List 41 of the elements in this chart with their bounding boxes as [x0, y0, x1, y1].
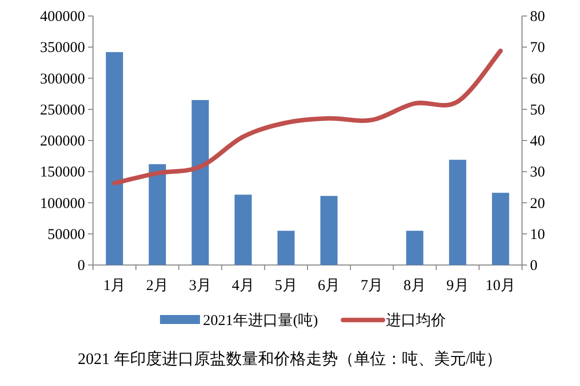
x-tick-label: 7月	[360, 278, 384, 294]
y2-tick-label: 80	[530, 9, 545, 25]
legend-label: 进口均价	[386, 312, 446, 329]
x-tick-label: 9月	[446, 278, 469, 294]
x-tick-label: 6月	[318, 278, 340, 294]
x-tick-label: 10月	[486, 278, 516, 294]
y2-tick-label: 0	[530, 258, 538, 274]
y2-tick-label: 20	[530, 196, 545, 212]
y2-tick-label: 30	[530, 164, 545, 181]
bar	[449, 160, 466, 265]
y2-tick-label: 40	[530, 134, 545, 150]
y2-tick-label: 10	[530, 226, 545, 243]
line-series	[112, 48, 503, 186]
bar	[234, 194, 252, 265]
y-tick-label: 250000	[40, 102, 85, 118]
bar	[192, 100, 209, 265]
y2-tick-label: 60	[530, 71, 545, 88]
y-tick-label: 150000	[40, 164, 85, 181]
bar	[492, 192, 510, 265]
legend-label: 2021年进口量(吨)	[203, 312, 318, 329]
text: 2021 年印度进口原盐数量和价格走势（单位：吨、美元/吨）	[78, 350, 502, 368]
bar	[320, 196, 338, 265]
bar	[106, 52, 124, 265]
bar	[406, 230, 424, 265]
y2-tick-label: 70	[530, 40, 545, 56]
y-tick-label: 50000	[48, 226, 85, 243]
x-tick-label: 5月	[274, 278, 298, 294]
x-tick-label: 3月	[189, 278, 212, 294]
x-tick-label: 2月	[146, 278, 169, 294]
x-tick-label: 4月	[232, 278, 254, 294]
y-tick-label: 200000	[40, 134, 85, 150]
y2-tick-label: 50	[530, 102, 545, 118]
y-tick-label: 100000	[40, 196, 85, 212]
y-tick-label: 300000	[40, 71, 85, 88]
y-tick-label: 400000	[40, 9, 85, 25]
bar	[148, 164, 166, 265]
bar	[277, 230, 295, 265]
x-tick-label: 8月	[404, 278, 426, 294]
y-tick-label: 350000	[40, 40, 85, 56]
x-tick-label: 1月	[103, 278, 126, 294]
y-tick-label: 0	[78, 258, 85, 274]
